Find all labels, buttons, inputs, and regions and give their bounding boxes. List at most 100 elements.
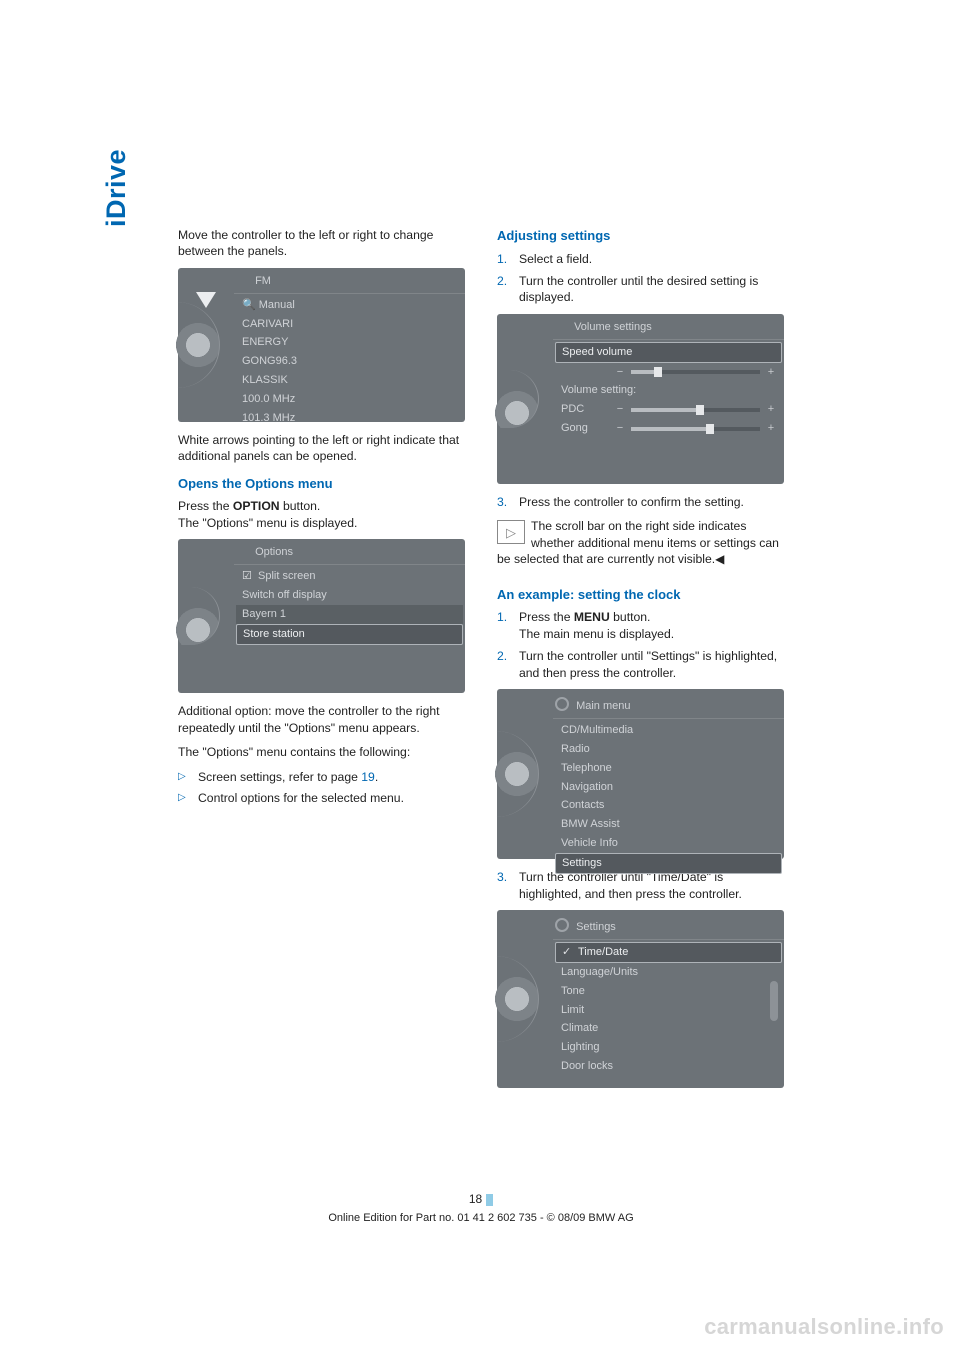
page-number-row: 18	[178, 1192, 784, 1206]
step-number: 3.	[497, 869, 511, 902]
controller-knob-icon	[495, 370, 539, 428]
mainmenu-row: BMW Assist	[555, 815, 782, 834]
steps-adjust-3: 3.Press the controller to confirm the se…	[497, 494, 784, 510]
triangle-icon: ▷	[178, 790, 190, 806]
scrollbar-icon	[770, 981, 778, 1021]
steps-example: 1. Press the MENU button. The main menu …	[497, 609, 784, 681]
volume-slider: Gong − +	[555, 419, 782, 438]
step-number: 3.	[497, 494, 511, 510]
controller-knob-icon	[176, 302, 220, 388]
fm-header-label: FM	[255, 275, 271, 287]
mainmenu-row: Telephone	[555, 759, 782, 778]
settings-row-selected: ✓Time/Date	[555, 942, 782, 963]
settings-row: Language/Units	[555, 963, 782, 982]
options-row: Bayern 1	[236, 605, 463, 624]
mainmenu-row: Contacts	[555, 796, 782, 815]
settings-row: Door locks	[555, 1057, 782, 1076]
text: Press the	[519, 610, 574, 624]
search-icon: 🔍	[242, 299, 259, 311]
slider-thumb	[654, 367, 662, 377]
bullet-text: Screen settings, refer to page 19.	[198, 769, 378, 785]
steps-adjust: 1.Select a field. 2.Turn the controller …	[497, 251, 784, 306]
menu-bold: MENU	[574, 610, 610, 624]
text: button.	[280, 499, 321, 513]
step-text: Turn the controller until "Settings" is …	[519, 648, 784, 681]
step-item: 3.Press the controller to confirm the se…	[497, 494, 784, 510]
mainmenu-row: CD/Multimedia	[555, 721, 782, 740]
step-text: Select a field.	[519, 251, 592, 267]
volume-slider: − +	[555, 363, 782, 382]
controller-knob-icon	[495, 731, 539, 817]
fm-row: KLASSIK	[236, 371, 463, 390]
screenshot-settings-menu: Settings ✓Time/Date Language/Units Tone …	[497, 910, 784, 1088]
settings-row: Tone	[555, 982, 782, 1001]
step-text: Press the MENU button. The main menu is …	[519, 609, 674, 642]
plus-icon: +	[766, 402, 776, 417]
text: The main menu is displayed.	[519, 627, 674, 641]
slider-fill	[631, 427, 706, 431]
volume-slider: PDC − +	[555, 400, 782, 419]
text: .	[375, 770, 378, 784]
intro-text: Move the controller to the left or right…	[178, 227, 465, 260]
note-end-icon: ◀	[715, 552, 724, 566]
plus-icon: +	[766, 365, 776, 380]
list-item: ▷ Control options for the selected menu.	[178, 790, 465, 806]
slider-track	[631, 408, 760, 412]
slider-thumb	[706, 424, 714, 434]
fm-row: GONG96.3	[236, 352, 463, 371]
slider-fill	[631, 370, 654, 374]
step-item: 2.Turn the controller until the desired …	[497, 273, 784, 306]
mainmenu-row: Vehicle Info	[555, 834, 782, 853]
settings-header-label: Settings	[576, 921, 616, 933]
step-item: 1.Select a field.	[497, 251, 784, 267]
footer: 18 Online Edition for Part no. 01 41 2 6…	[178, 1192, 784, 1224]
heading-example-clock: An example: setting the clock	[497, 586, 784, 604]
page-number: 18	[469, 1192, 482, 1206]
radio-icon	[236, 276, 248, 286]
fm-row: CARIVARI	[236, 315, 463, 334]
settings-row: Lighting	[555, 1038, 782, 1057]
settings-row-label: Time/Date	[578, 946, 628, 958]
fm-rows: 🔍 Manual CARIVARI ENERGY GONG96.3 KLASSI…	[234, 294, 465, 432]
fm-row: 100.0 MHz	[236, 390, 463, 409]
volume-header: Volume settings	[553, 318, 784, 340]
step-number: 2.	[497, 273, 511, 306]
step-number: 2.	[497, 648, 511, 681]
step-number: 1.	[497, 609, 511, 642]
options-rows: ☑Split screen Switch off display Bayern …	[234, 565, 465, 648]
mainmenu-row: Radio	[555, 740, 782, 759]
controller-knob-icon	[176, 587, 220, 645]
slider-thumb	[696, 405, 704, 415]
mainmenu-header-label: Main menu	[576, 700, 630, 712]
options-contains-text: The "Options" menu contains the followin…	[178, 744, 465, 760]
volume-subheading: Volume setting:	[555, 381, 782, 400]
page-link[interactable]: 19	[361, 770, 375, 784]
settings-row: Limit	[555, 1001, 782, 1020]
mainmenu-row: Navigation	[555, 778, 782, 797]
slider-label: PDC	[561, 402, 609, 417]
fm-row-label: Manual	[259, 299, 295, 311]
scrollbar-note: ▷ The scroll bar on the right side indic…	[497, 518, 784, 567]
screenshot-main-menu: Main menu CD/Multimedia Radio Telephone …	[497, 689, 784, 859]
minus-icon: −	[615, 402, 625, 417]
mainmenu-header: Main menu	[553, 693, 784, 719]
minus-icon: −	[615, 365, 625, 380]
options-row: Switch off display	[236, 586, 463, 605]
triangle-icon: ▷	[178, 769, 190, 785]
right-column: Adjusting settings 1.Select a field. 2.T…	[497, 227, 784, 1098]
volume-header-label: Volume settings	[574, 321, 652, 333]
gear-icon	[555, 918, 569, 932]
fm-row: ENERGY	[236, 333, 463, 352]
heading-adjusting-settings: Adjusting settings	[497, 227, 784, 245]
additional-option-text: Additional option: move the controller t…	[178, 703, 465, 736]
mainmenu-row-selected: Settings	[555, 853, 782, 874]
settings-rows: ✓Time/Date Language/Units Tone Limit Cli…	[553, 940, 784, 1080]
volume-rows: Speed volume − + Volume setting: PDC − +	[553, 340, 784, 442]
content-columns: Move the controller to the left or right…	[178, 227, 784, 1098]
slider-label: Gong	[561, 421, 609, 436]
online-edition-line: Online Edition for Part no. 01 41 2 602 …	[328, 1212, 633, 1224]
radio-icon	[236, 547, 248, 557]
slider-track	[631, 427, 760, 431]
screenshot-options-panel: Options ☑Split screen Switch off display…	[178, 539, 465, 693]
minus-icon: −	[615, 421, 625, 436]
